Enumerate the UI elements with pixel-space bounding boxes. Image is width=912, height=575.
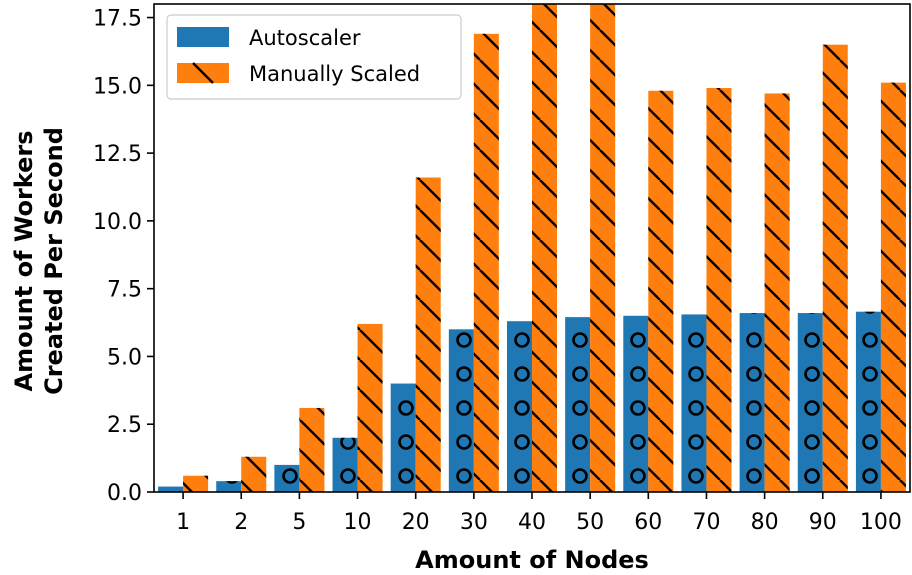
bar-manually-scaled-10 [357,323,383,492]
x-tick-label: 50 [576,510,604,535]
x-tick-label: 5 [292,510,306,535]
x-tick-label: 2 [234,510,248,535]
legend-label: Autoscaler [249,26,361,50]
bar-autoscaler-40 [506,321,532,492]
y-tick-label: 0.0 [107,481,142,506]
bar-manually-scaled-50 [590,4,616,492]
x-tick-label: 80 [751,510,779,535]
y-tick-label: 17.5 [93,7,142,32]
x-tick-label: 10 [344,510,372,535]
legend-box [166,14,462,100]
x-tick-label: 30 [460,510,488,535]
legend: Autoscaler Manually Scaled [166,14,462,100]
bar-manually-scaled-20 [415,177,441,492]
legend-swatch [177,27,229,47]
bar-autoscaler-90 [797,313,823,492]
legend-item-autoscaler: Autoscaler [177,26,361,50]
bar-autoscaler-10 [332,437,358,492]
x-tick-label: 20 [402,510,430,535]
x-tick-label: 60 [634,510,662,535]
y-axis-label-line-1: Amount of Workers [10,130,38,391]
bar-autoscaler-60 [623,315,649,492]
bar-manually-scaled-90 [822,44,848,493]
bar-manually-scaled-60 [648,90,674,492]
bar-autoscaler-20 [390,383,416,492]
bar-autoscaler-80 [739,313,765,492]
bar-autoscaler-100 [855,311,881,492]
bars-layer [158,4,906,493]
bar-manually-scaled-100 [880,82,906,492]
x-axis-label: Amount of Nodes [415,546,649,574]
bar-autoscaler-50 [565,317,591,492]
y-tick-label: 12.5 [93,142,142,167]
y-tick-label: 2.5 [107,413,142,438]
x-tick-label: 70 [692,510,720,535]
y-tick-label: 10.0 [93,210,142,235]
x-tick-label: 40 [518,510,546,535]
legend-item-manually-scaled: Manually Scaled [177,62,420,86]
ticks-layer: 0.0 2.5 5.0 7.5 10.0 12.5 15.0 17.5 1 2 5 10 20 30 40 5… [93,7,902,535]
bar-manually-scaled-2 [241,456,267,492]
y-tick-label: 7.5 [107,278,142,303]
bar-manually-scaled-30 [473,33,499,492]
bar-autoscaler-70 [681,314,707,492]
y-tick-label: 5.0 [107,345,142,370]
y-axis-label: Amount of Workers [10,130,38,391]
y-tick-label: 15.0 [93,74,142,99]
bar-autoscaler-30 [448,329,474,492]
bar-manually-scaled-80 [764,93,790,492]
x-tick-label: 1 [176,510,190,535]
bar-autoscaler-1 [158,486,184,492]
x-tick-label: 100 [860,510,902,535]
legend-label: Manually Scaled [249,62,420,86]
bar-manually-scaled-40 [532,4,558,492]
bar-autoscaler-5 [274,464,300,492]
y-axis-label-2: Created Per Second [40,127,68,395]
y-axis-label-line-2: Created Per Second [40,127,68,395]
bar-manually-scaled-1 [183,475,209,492]
bar-manually-scaled-5 [299,407,325,492]
x-tick-label: 90 [809,510,837,535]
bar-autoscaler-2 [216,481,242,492]
bar-manually-scaled-70 [706,88,732,493]
